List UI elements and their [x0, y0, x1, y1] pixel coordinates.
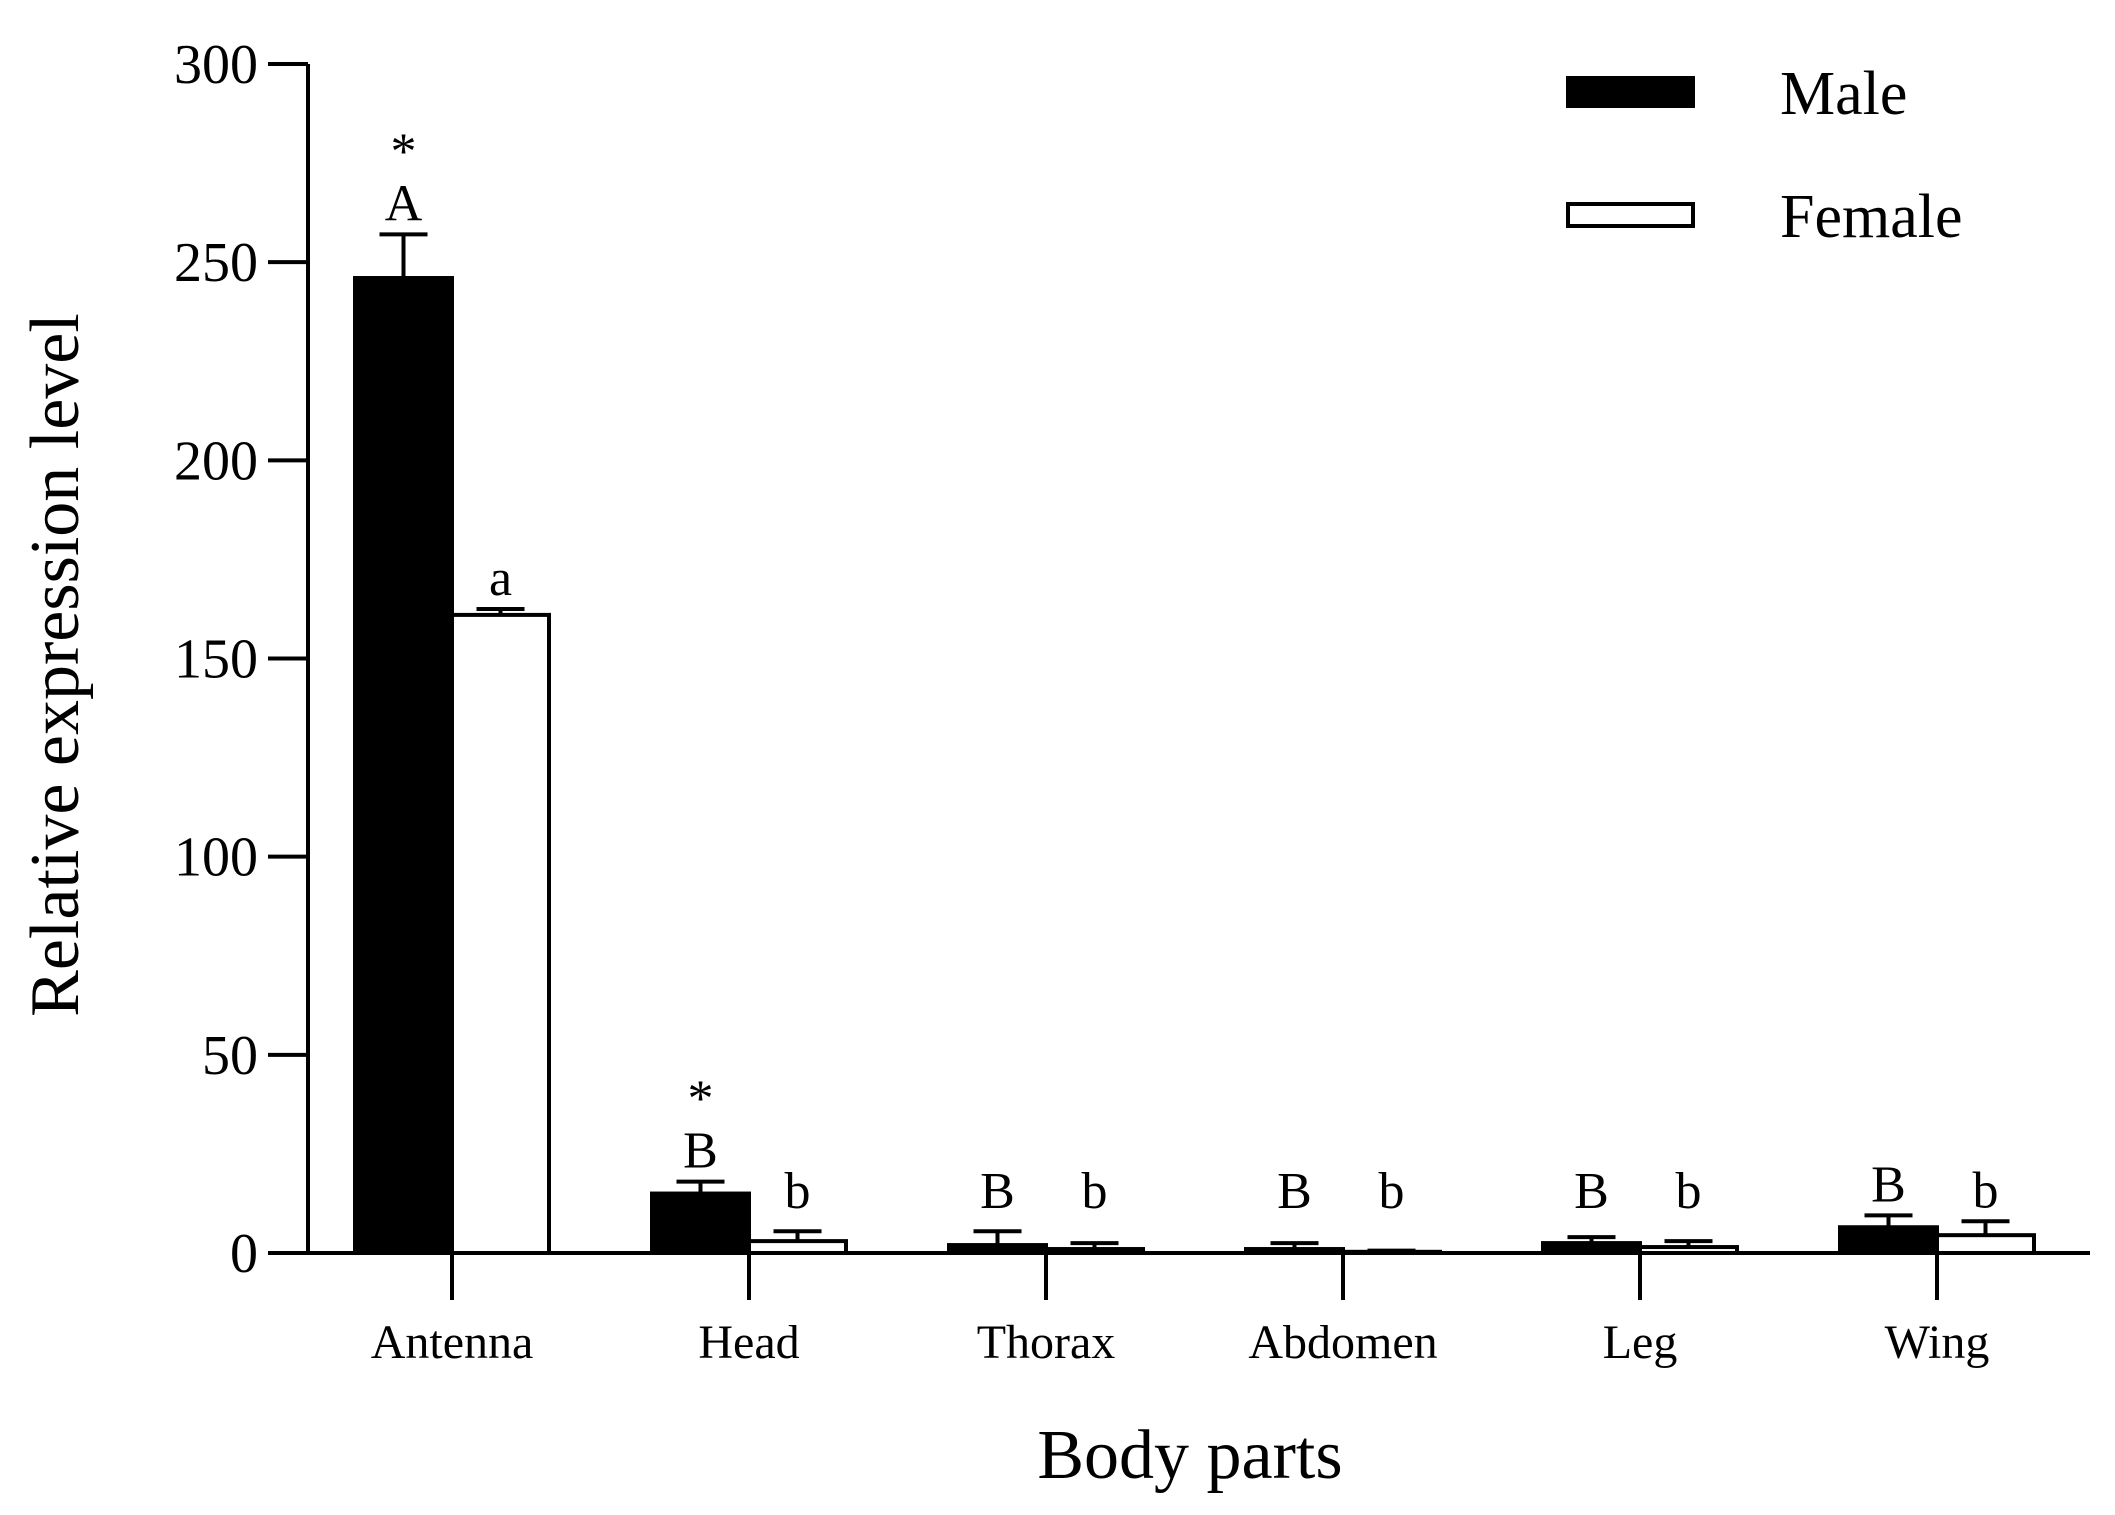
y-tick-label: 50 [202, 1025, 258, 1087]
bar-female-thorax [1044, 1247, 1145, 1255]
significance-letter: b [1379, 1163, 1405, 1220]
bar-female-head [747, 1239, 848, 1255]
significance-letter: b [1676, 1163, 1702, 1220]
bars-group [353, 232, 2036, 1256]
y-axis: 0 50 100 150 200 250 300 [174, 34, 310, 1285]
bar-female-antenna [450, 612, 551, 1255]
significance-letter: b [1973, 1162, 1999, 1219]
significance-letter: b [1082, 1163, 1108, 1220]
significance-letter: A [385, 175, 423, 232]
y-axis-title: Relative expression level [17, 313, 94, 1017]
significance-letter: B [1277, 1163, 1312, 1220]
x-axis: Antenna Head Thorax Abdomen Leg Wing [306, 1251, 2090, 1369]
bar-female-leg [1638, 1245, 1739, 1256]
x-axis-title: Body parts [1037, 1417, 1342, 1494]
y-tick-label: 200 [174, 430, 258, 492]
annotations-group: A*B*B B B Bab b b b b [385, 123, 1999, 1220]
y-tick-label: 300 [174, 34, 258, 96]
bar-male-head [650, 1191, 751, 1256]
bar-female-wing [1935, 1233, 2036, 1256]
significance-letter: b [785, 1163, 811, 1220]
y-tick-label: 100 [174, 827, 258, 889]
bar-male-leg [1541, 1241, 1642, 1256]
significance-letter: B [980, 1163, 1015, 1220]
legend-swatch-male [1566, 76, 1695, 108]
x-tick-label: Abdomen [1248, 1316, 1437, 1369]
legend-swatch-female [1566, 202, 1695, 228]
significance-star: * [688, 1071, 714, 1128]
significance-letter: a [489, 550, 512, 607]
bar-male-antenna [353, 276, 454, 1255]
x-tick-label: Wing [1885, 1316, 1990, 1369]
bar-male-abdomen [1244, 1247, 1345, 1255]
significance-letter: B [1574, 1163, 1609, 1220]
significance-letter: B [683, 1123, 718, 1180]
legend: Male Female [1566, 60, 1963, 251]
bar-male-thorax [947, 1243, 1048, 1256]
y-tick-label: 0 [230, 1223, 258, 1285]
x-tick-label: Leg [1603, 1316, 1678, 1369]
x-tick-label: Thorax [977, 1316, 1116, 1369]
bar-male-wing [1838, 1225, 1939, 1255]
significance-star: * [391, 123, 417, 180]
x-tick-label: Antenna [371, 1316, 534, 1369]
y-tick-label: 150 [174, 629, 258, 691]
x-tick-label: Head [698, 1316, 799, 1369]
legend-label-female: Female [1780, 183, 1963, 251]
significance-letter: B [1871, 1156, 1906, 1213]
y-tick-label: 250 [174, 232, 258, 294]
legend-label-male: Male [1780, 60, 1907, 128]
